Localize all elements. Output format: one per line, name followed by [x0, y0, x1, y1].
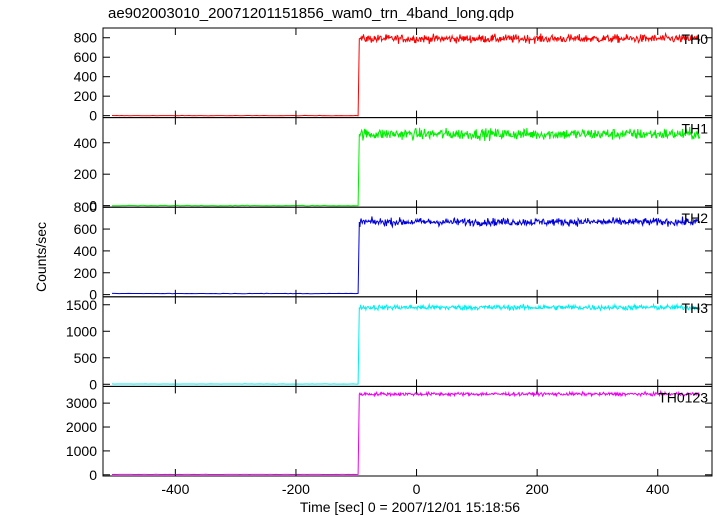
y-tick-label: 0 [89, 198, 97, 214]
panel-th3: 0 500 1000 1500 TH3 [66, 296, 713, 392]
x-tick-label: 200 [525, 481, 549, 497]
y-tick-label: 800 [74, 199, 98, 215]
y-tick-label: 600 [74, 221, 98, 237]
y-tick-label: 800 [74, 30, 98, 46]
series-th0 [111, 31, 701, 117]
y-tick-label: 400 [74, 135, 98, 151]
y-tick-label: 1000 [66, 443, 97, 459]
x-tick-label: -400 [161, 481, 189, 497]
panel-frame [102, 385, 713, 477]
panel-frame [102, 296, 713, 387]
series-th3 [111, 302, 701, 385]
y-tick-label: 200 [74, 265, 98, 281]
panel-label-th1: TH1 [682, 121, 709, 137]
panels: 0 200 400 600 800 TH0 0 200 400 TH1 0 200 400 600 800 T… [66, 27, 713, 497]
y-tick-label: 1500 [66, 297, 97, 313]
y-tick-label: 200 [74, 88, 98, 104]
x-tick-label: -200 [282, 481, 310, 497]
y-tick-label: 500 [74, 350, 98, 366]
y-tick-label: 600 [74, 49, 98, 65]
series-th0123 [111, 389, 701, 476]
series-th1 [112, 126, 701, 207]
y-tick-label: 400 [74, 243, 98, 259]
panel-frame [102, 117, 713, 208]
x-tick-label: 400 [646, 481, 670, 497]
y-tick-label: 200 [74, 166, 98, 182]
panel-label-th0: TH0 [682, 31, 709, 47]
panel-label-th2: TH2 [682, 210, 709, 226]
y-tick-label: 2000 [66, 419, 97, 435]
y-tick-label: 0 [89, 376, 97, 392]
x-axis-label: Time [sec] 0 = 2007/12/01 15:18:56 [300, 499, 520, 515]
y-tick-label: 0 [89, 287, 97, 303]
panel-th0123: 0 1000 2000 3000 -400 -200 0 200 400 TH0123 [66, 385, 713, 497]
panel-label-th0123: TH0123 [658, 389, 708, 405]
panel-th0: 0 200 400 600 800 TH0 [74, 27, 713, 124]
y-tick-label: 1000 [66, 323, 97, 339]
series-th2 [112, 216, 701, 295]
x-tick-label: 0 [413, 481, 421, 497]
y-tick-label: 0 [89, 108, 97, 124]
y-tick-label: 0 [89, 467, 97, 483]
y-tick-label: 400 [74, 69, 98, 85]
panel-th2: 0 200 400 600 800 TH2 [74, 199, 713, 303]
y-tick-label: 3000 [66, 395, 97, 411]
panel-label-th3: TH3 [682, 300, 709, 316]
chart-title: ae902003010_20071201151856_wam0_trn_4ban… [108, 5, 514, 22]
y-axis-label: Counts/sec [33, 222, 49, 292]
panel-th1: 0 200 400 TH1 [74, 117, 713, 214]
